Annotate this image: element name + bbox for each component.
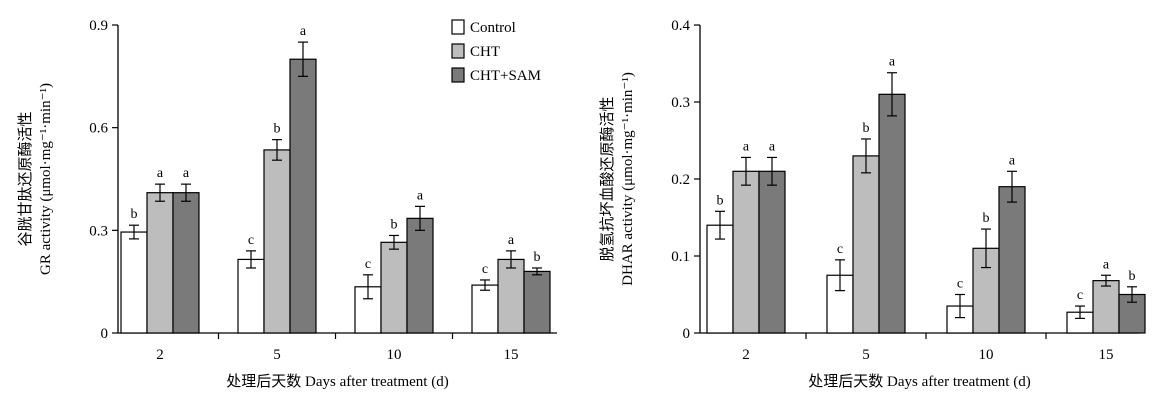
significance-letter: a xyxy=(417,188,424,203)
y-axis-title-cn: 谷胱甘肽还原酶活性 xyxy=(17,111,34,246)
x-tick-label: 5 xyxy=(862,347,870,363)
significance-letter: a xyxy=(1009,153,1016,168)
significance-letter: a xyxy=(889,55,896,70)
bar-cht xyxy=(732,170,760,334)
bar-cht-sam xyxy=(406,217,434,334)
significance-letter: c xyxy=(365,257,371,272)
significance-letter: a xyxy=(743,139,750,154)
bar-cht xyxy=(380,241,408,334)
bar-cht-sam xyxy=(998,186,1026,334)
chart-1: 0 0.3 0.6 0.9 2 5 10 15 b c c c a b b a a a a b 处理后天数 Days a… xyxy=(17,18,557,390)
significance-letter: b xyxy=(131,207,138,222)
y-tick-label: 0.2 xyxy=(671,172,690,188)
legend-swatch xyxy=(451,67,465,83)
bar-cht xyxy=(497,258,525,334)
y-tick-label: 0 xyxy=(101,326,109,342)
bar-cht xyxy=(263,149,291,334)
bar-cht-sam xyxy=(172,192,200,334)
y-axis-title-en: DHAR activity (μmol·mg⁻¹·min⁻¹) xyxy=(620,72,636,286)
x-tick-label: 10 xyxy=(387,347,402,363)
x-tick-label: 2 xyxy=(742,347,750,363)
bar-control xyxy=(706,224,734,334)
bar-cht-sam xyxy=(289,58,317,334)
significance-letter: b xyxy=(534,250,541,265)
significance-letter: a xyxy=(769,139,776,154)
y-tick-label: 0.6 xyxy=(89,121,108,137)
significance-letter: a xyxy=(1103,257,1110,272)
x-axis-title: 处理后天数 Days after treatment (d) xyxy=(808,373,1030,390)
significance-letter: b xyxy=(983,211,990,226)
significance-letter: c xyxy=(837,242,843,257)
significance-letter: c xyxy=(248,233,254,248)
bar-cht xyxy=(1092,280,1120,334)
bar-cht-sam xyxy=(758,170,786,334)
significance-letter: c xyxy=(957,277,963,292)
y-tick-label: 0.3 xyxy=(89,223,108,239)
legend-label: Control xyxy=(470,20,516,36)
x-tick-label: 2 xyxy=(156,347,164,363)
legend: Control CHT CHT+SAM xyxy=(451,19,541,84)
x-tick-label: 15 xyxy=(504,347,519,363)
bar-control xyxy=(120,231,148,334)
significance-letter: b xyxy=(863,121,870,136)
bar-cht-sam xyxy=(523,270,551,334)
significance-letter: a xyxy=(300,24,307,39)
significance-letter: b xyxy=(274,122,281,137)
x-axis-title: 处理后天数 Days after treatment (d) xyxy=(226,373,448,390)
y-tick-label: 0.9 xyxy=(89,18,108,34)
y-tick-label: 0.1 xyxy=(671,249,690,265)
x-tick-label: 15 xyxy=(1099,347,1114,363)
legend-swatch xyxy=(451,19,465,35)
significance-letter: a xyxy=(508,233,515,248)
legend-swatch xyxy=(451,43,465,59)
bar-cht-sam xyxy=(878,93,906,334)
x-tick-label: 5 xyxy=(273,347,281,363)
significance-letter: b xyxy=(717,193,724,208)
significance-letter: b xyxy=(1129,269,1136,284)
y-axis-title-cn: 脱氢抗坏血酸还原酶活性 xyxy=(599,96,616,261)
significance-letter: c xyxy=(482,262,488,277)
significance-letter: a xyxy=(183,166,190,181)
x-tick-label: 10 xyxy=(979,347,994,363)
significance-letter: a xyxy=(157,166,164,181)
y-tick-label: 0.4 xyxy=(671,18,690,34)
y-tick-label: 0 xyxy=(683,326,691,342)
significance-letter: b xyxy=(391,217,398,232)
bar-cht xyxy=(146,192,174,334)
bar-control xyxy=(237,258,265,334)
bar-control xyxy=(471,284,499,334)
bar-cht xyxy=(852,155,880,334)
legend-label: CHT xyxy=(470,44,500,60)
legend-label: CHT+SAM xyxy=(470,68,541,84)
y-tick-label: 0.3 xyxy=(671,95,690,111)
chart-2: 0 0.1 0.2 0.3 0.4 2 5 10 15 b c c c a b b a a a a b 处理后天数 Day… xyxy=(599,18,1146,390)
significance-letter: c xyxy=(1077,288,1083,303)
y-axis-title-en: GR activity (μmol·mg⁻¹·min⁻¹) xyxy=(38,83,54,275)
